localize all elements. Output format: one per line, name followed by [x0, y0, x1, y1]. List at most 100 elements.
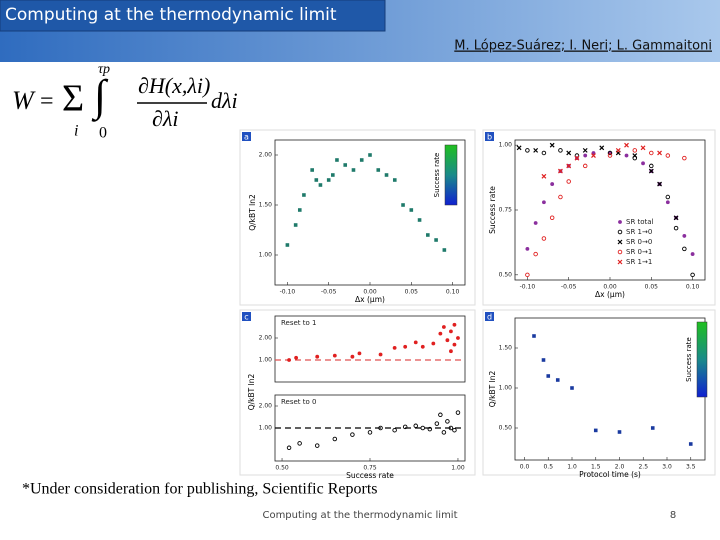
- x-tick-label: 0.75: [363, 465, 377, 472]
- plot-area: [274, 139, 466, 286]
- point: [582, 163, 588, 169]
- y-tick-label: 1.00: [499, 385, 513, 392]
- point: [688, 442, 693, 446]
- legend-label: SR total: [626, 218, 654, 226]
- page-number: 8: [670, 510, 676, 521]
- x-tick-label: 3.5: [686, 464, 696, 471]
- point: [350, 432, 355, 437]
- panel-letter: b: [487, 133, 492, 142]
- point: [555, 378, 560, 382]
- point: [426, 233, 430, 237]
- y-axis-label: Q/kBT ln2: [488, 371, 497, 408]
- footer-title: Computing at the thermodynamic limit: [262, 510, 457, 521]
- point: [378, 352, 383, 357]
- point: [431, 341, 436, 346]
- formula-numerator: ∂H(x,λi): [138, 73, 210, 98]
- formula-denominator: ∂λi: [152, 106, 179, 131]
- x-axis-label: Protocol time (s): [579, 470, 641, 479]
- point: [318, 183, 323, 187]
- point: [445, 338, 450, 343]
- y-tick-label: 1.00: [259, 357, 273, 364]
- x-tick-label: 1.0: [567, 464, 577, 471]
- point: [401, 203, 405, 207]
- title: Computing at the thermodynamic limit: [5, 5, 337, 25]
- annotation: Reset to 1: [281, 319, 317, 327]
- point: [650, 426, 655, 430]
- colorbar: [444, 144, 458, 206]
- point: [615, 147, 621, 153]
- authors: M. López-Suárez; I. Neri; L. Gammaitoni: [454, 39, 712, 54]
- point: [593, 428, 598, 433]
- legend-marker: [617, 259, 623, 265]
- point: [566, 179, 571, 184]
- title-box: [0, 0, 386, 32]
- x-tick-label: 0.10: [446, 289, 460, 296]
- point: [420, 344, 425, 349]
- point: [541, 358, 546, 362]
- panel-badge: [242, 312, 251, 321]
- x-axis-label: Success rate: [346, 471, 394, 480]
- formula-integral: ∫: [91, 71, 109, 122]
- y-tick-label: 0.50: [499, 271, 513, 278]
- point: [378, 425, 383, 431]
- point: [343, 163, 348, 167]
- point: [427, 426, 433, 432]
- point: [632, 153, 638, 158]
- point: [455, 410, 461, 415]
- point: [665, 153, 671, 158]
- point: [570, 386, 574, 390]
- point: [533, 147, 539, 153]
- point: [449, 329, 453, 334]
- x-axis-label: Δx (μm): [355, 295, 385, 304]
- point: [351, 168, 356, 172]
- point: [335, 158, 339, 162]
- colorbar-label: Success rate: [433, 153, 441, 198]
- point: [558, 148, 563, 153]
- formula-lhs: W: [12, 86, 36, 115]
- point: [438, 331, 443, 336]
- legend-marker: [617, 249, 623, 255]
- formula-upper: τp: [98, 62, 110, 77]
- point: [541, 150, 547, 156]
- x-tick-label: 2.5: [638, 464, 648, 471]
- point: [392, 427, 397, 433]
- formula-sum: Σ: [62, 78, 84, 120]
- point: [617, 430, 622, 434]
- y-axis-label: Q/kBT ln2: [247, 374, 256, 411]
- x-axis-label: Δx (μm): [595, 290, 625, 299]
- point: [310, 168, 314, 172]
- point: [445, 419, 450, 424]
- point: [456, 336, 460, 340]
- point: [359, 158, 364, 162]
- legend-label: SR 0→0: [626, 238, 652, 246]
- plot-area: [514, 139, 706, 281]
- point: [533, 221, 538, 225]
- point: [392, 346, 397, 350]
- point: [525, 272, 530, 278]
- legend-label: SR 1→0: [626, 228, 652, 236]
- x-tick-label: 0.10: [686, 284, 700, 291]
- point: [403, 344, 408, 349]
- point: [682, 234, 687, 238]
- x-tick-label: 1.5: [591, 464, 601, 471]
- legend-label: SR 0→1: [626, 248, 652, 256]
- point: [690, 252, 695, 256]
- x-tick-label: 0.00: [603, 284, 617, 291]
- point: [442, 248, 447, 252]
- point: [525, 148, 530, 153]
- point: [350, 354, 355, 359]
- x-tick-label: 2.0: [615, 464, 625, 471]
- colorbar-label: Success rate: [685, 337, 693, 382]
- point: [558, 168, 563, 174]
- point: [624, 153, 629, 158]
- point: [549, 215, 555, 221]
- point: [434, 238, 438, 242]
- point: [599, 145, 605, 151]
- point: [549, 142, 555, 148]
- point: [441, 325, 446, 329]
- x-tick-label: 0.5: [543, 464, 553, 471]
- point: [582, 147, 588, 153]
- point: [624, 142, 629, 148]
- point: [607, 153, 613, 158]
- point: [558, 194, 563, 200]
